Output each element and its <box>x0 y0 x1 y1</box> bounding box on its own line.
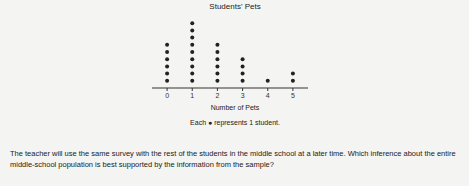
svg-text:0: 0 <box>165 92 169 99</box>
svg-text:3: 3 <box>241 92 245 99</box>
svg-text:5: 5 <box>291 92 295 99</box>
html-text:Students' Pets: Students' Pets <box>209 2 261 11</box>
html-text:Each ● represents 1 student.: Each ● represents 1 student. <box>190 119 280 126</box>
svg-text:2: 2 <box>215 92 219 99</box>
html-text:The teacher will use the same: The teacher will use the same survey wit… <box>10 149 456 169</box>
html-text:Number of Pets: Number of Pets <box>210 104 260 111</box>
svg-text:1: 1 <box>190 92 194 99</box>
svg-text:4: 4 <box>266 92 270 99</box>
